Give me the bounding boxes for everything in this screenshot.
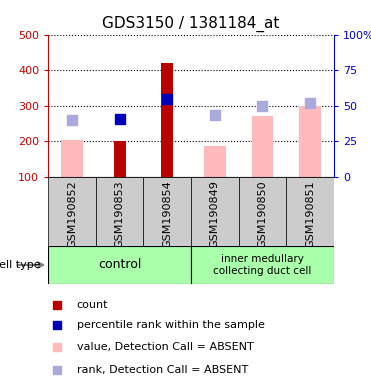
Point bbox=[54, 366, 60, 372]
Text: GSM190849: GSM190849 bbox=[210, 180, 220, 248]
Bar bbox=[114, 141, 126, 177]
Bar bbox=[191, 177, 239, 246]
Text: GSM190851: GSM190851 bbox=[305, 180, 315, 248]
Bar bbox=[299, 106, 321, 177]
Text: percentile rank within the sample: percentile rank within the sample bbox=[77, 320, 265, 330]
Bar bbox=[144, 177, 191, 246]
Text: control: control bbox=[98, 258, 141, 271]
Point bbox=[212, 112, 218, 118]
Bar bbox=[252, 116, 273, 177]
Point bbox=[69, 117, 75, 123]
Text: rank, Detection Call = ABSENT: rank, Detection Call = ABSENT bbox=[77, 364, 248, 374]
Bar bbox=[286, 177, 334, 246]
Point bbox=[259, 103, 265, 109]
Title: GDS3150 / 1381184_at: GDS3150 / 1381184_at bbox=[102, 16, 280, 32]
Bar bbox=[48, 177, 96, 246]
Bar bbox=[61, 140, 83, 177]
Text: GSM190854: GSM190854 bbox=[162, 180, 172, 248]
Text: GSM190852: GSM190852 bbox=[67, 180, 77, 248]
Bar bbox=[161, 63, 173, 177]
Text: value, Detection Call = ABSENT: value, Detection Call = ABSENT bbox=[77, 342, 253, 352]
Point bbox=[307, 100, 313, 106]
Point bbox=[54, 344, 60, 350]
Text: cell type: cell type bbox=[0, 260, 41, 270]
Point bbox=[54, 322, 60, 328]
Text: count: count bbox=[77, 300, 108, 310]
Bar bbox=[204, 146, 226, 177]
Point bbox=[54, 302, 60, 308]
Bar bbox=[48, 246, 191, 284]
Point bbox=[164, 96, 170, 102]
Text: GSM190850: GSM190850 bbox=[257, 180, 267, 248]
Point bbox=[116, 116, 122, 122]
Bar bbox=[96, 177, 144, 246]
Bar bbox=[239, 177, 286, 246]
Text: inner medullary
collecting duct cell: inner medullary collecting duct cell bbox=[213, 254, 312, 276]
Text: GSM190853: GSM190853 bbox=[115, 180, 125, 248]
Bar bbox=[191, 246, 334, 284]
